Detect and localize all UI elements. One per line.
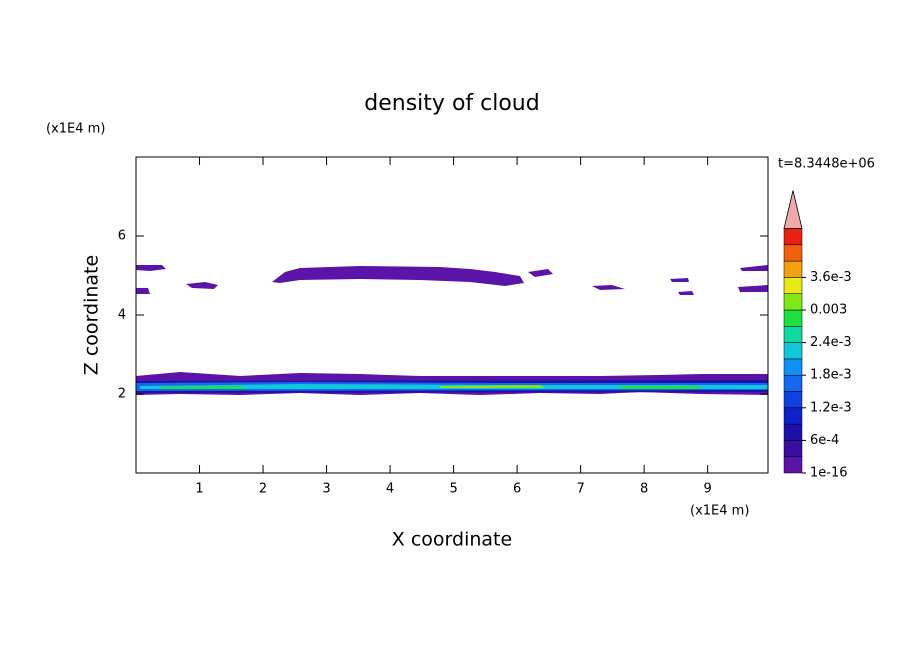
x-tick-label: 6 (513, 482, 521, 497)
x-tick-label: 9 (704, 482, 712, 497)
colorbar-box (783, 358, 803, 376)
x-axis-title: X coordinate (392, 529, 512, 551)
y-tick-label: 6 (118, 229, 126, 244)
colorbar-box (783, 407, 803, 425)
x-unit: (x1E4 m) (690, 504, 749, 519)
x-tick-label: 7 (576, 482, 584, 497)
colorbar-box (783, 277, 803, 294)
colorbar-label: 1.8e-3 (810, 368, 852, 383)
colorbar-box (783, 228, 803, 246)
colorbar-label: 6e-4 (810, 433, 839, 448)
colorbar-label: 1.2e-3 (810, 400, 852, 415)
contour-fields (136, 265, 768, 395)
colorbar-box (783, 374, 803, 392)
colorbar-box (783, 326, 803, 343)
colorbar-extend (783, 190, 803, 229)
colorbar-label: 0.003 (810, 303, 847, 318)
colorbar-label: 3.6e-3 (810, 270, 852, 285)
colorbar-box (783, 456, 803, 474)
colorbar-box (783, 293, 803, 311)
x-tick-label: 3 (322, 482, 330, 497)
colorbar-box (783, 309, 803, 327)
chart-title: density of cloud (364, 91, 539, 116)
colorbar-box (783, 342, 803, 360)
y-unit: (x1E4 m) (46, 122, 105, 137)
y-axis-title: Z coordinate (81, 255, 103, 375)
x-tick-label: 2 (259, 482, 267, 497)
x-tick-label: 8 (640, 482, 648, 497)
plot-frame (135, 156, 769, 474)
x-tick-label: 4 (386, 482, 394, 497)
colorbar-label: 2.4e-3 (810, 335, 852, 350)
x-tick-label: 1 (195, 482, 203, 497)
x-tick-label: 5 (449, 482, 457, 497)
colorbar-box (783, 260, 803, 278)
colorbar-box (783, 244, 803, 262)
y-tick-label: 2 (118, 387, 126, 402)
colorbar-label: 1e-16 (810, 466, 848, 481)
y-tick-label: 4 (118, 308, 126, 323)
colorbar-box (783, 391, 803, 409)
time-label: t=8.3448e+06 (778, 157, 875, 172)
colorbar-box (783, 423, 803, 441)
colorbar-box (783, 440, 803, 457)
